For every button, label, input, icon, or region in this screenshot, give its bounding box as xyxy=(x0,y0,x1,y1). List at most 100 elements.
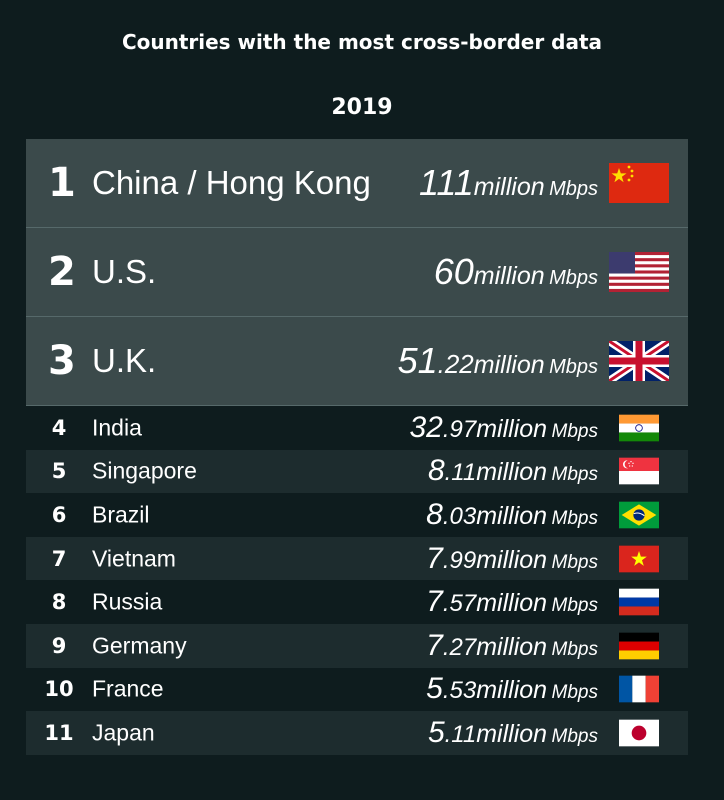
value-integer: 32 xyxy=(409,410,443,444)
japan-flag-icon xyxy=(619,719,659,747)
value-label: 7.99million Mbps xyxy=(426,542,598,576)
country-label: Brazil xyxy=(92,501,150,528)
china-flag-icon xyxy=(609,163,669,203)
rank-label: 4 xyxy=(51,415,67,440)
unit-label: million xyxy=(476,719,548,748)
table-row: 5 Singapore 8.11million Mbps xyxy=(26,449,688,494)
country-label: Russia xyxy=(92,588,163,615)
country-label: Singapore xyxy=(92,457,197,484)
value-number: 7.99 xyxy=(426,542,476,575)
rank-label: 6 xyxy=(51,502,67,527)
value-number: 111 xyxy=(419,162,474,203)
value-integer: 111 xyxy=(419,162,474,203)
value-decimal: .97 xyxy=(442,415,477,443)
chart-subtitle: 2019 xyxy=(331,95,393,120)
value-decimal: .11 xyxy=(444,720,477,748)
unit-mbps-label: Mbps xyxy=(549,267,598,289)
table-row: 6 Brazil 8.03million Mbps xyxy=(26,493,688,537)
france-flag-icon xyxy=(619,676,659,703)
value-label: 51.22million Mbps xyxy=(398,340,598,382)
value-number: 5.53 xyxy=(426,672,476,705)
unit-label: million xyxy=(476,632,548,661)
unit-mbps-label: Mbps xyxy=(551,464,598,486)
unit-mbps-label: Mbps xyxy=(551,682,598,704)
chart-title: Countries with the most cross-border dat… xyxy=(121,30,603,54)
table-row: 1 China / Hong Kong 111million Mbps xyxy=(26,139,688,228)
value-integer: 60 xyxy=(433,251,474,292)
value-integer: 7 xyxy=(426,628,443,662)
value-label: 60million Mbps xyxy=(434,251,598,293)
rank-label: 2 xyxy=(48,249,76,295)
value-integer: 8 xyxy=(427,454,445,488)
ranking-table: 1 China / Hong Kong 111million Mbps 2 U.S. 60… xyxy=(26,139,688,755)
value-decimal: .03 xyxy=(442,502,477,530)
vietnam-flag-icon xyxy=(619,545,659,572)
value-integer: 8 xyxy=(426,497,443,531)
unit-label: million xyxy=(476,545,548,574)
unit-label: million xyxy=(473,351,545,379)
table-row: 8 Russia 7.57million Mbps xyxy=(26,580,688,624)
table-row: 4 India 32.97million Mbps xyxy=(26,406,688,450)
value-integer: 7 xyxy=(426,585,443,619)
value-integer: 7 xyxy=(426,541,443,575)
value-label: 8.11million Mbps xyxy=(428,454,598,488)
country-label: Germany xyxy=(92,632,187,659)
rank-label: 11 xyxy=(44,720,74,745)
unit-label: million xyxy=(476,414,548,443)
table-row: 9 Germany 7.27million Mbps xyxy=(26,623,688,668)
unit-label: million xyxy=(476,676,548,705)
rank-label: 9 xyxy=(51,633,67,658)
value-label: 5.53million Mbps xyxy=(426,672,598,706)
value-number: 7.57 xyxy=(426,585,476,618)
table-row: 7 Vietnam 7.99million Mbps xyxy=(26,536,688,581)
germany-flag-icon xyxy=(619,632,659,660)
unit-mbps-label: Mbps xyxy=(551,725,598,747)
table-row: 3 U.K. 51.22million Mbps xyxy=(26,317,688,406)
uk-flag-icon xyxy=(609,341,669,381)
value-number: 60 xyxy=(434,251,474,292)
value-label: 7.57million Mbps xyxy=(426,585,598,619)
unit-mbps-label: Mbps xyxy=(549,356,598,378)
rank-label: 5 xyxy=(51,459,67,484)
unit-label: million xyxy=(476,458,548,487)
value-decimal: .57 xyxy=(442,590,477,618)
unit-mbps-label: Mbps xyxy=(551,551,598,573)
country-label: U.K. xyxy=(92,342,157,379)
unit-label: million xyxy=(473,262,545,290)
table-row: 11 Japan 5.11million Mbps xyxy=(26,711,688,755)
value-label: 111million Mbps xyxy=(419,162,598,204)
value-number: 8.11 xyxy=(428,454,476,487)
country-label: China / Hong Kong xyxy=(92,164,371,201)
rank-label: 3 xyxy=(48,338,76,384)
value-number: 32.97 xyxy=(409,411,476,444)
value-label: 7.27million Mbps xyxy=(426,629,598,663)
singapore-flag-icon xyxy=(619,458,659,485)
table-row: 10 France 5.53million Mbps xyxy=(26,668,688,712)
us-flag-icon xyxy=(609,252,669,292)
value-decimal: .99 xyxy=(442,546,477,574)
country-label: Japan xyxy=(92,719,155,746)
rank-label: 1 xyxy=(48,160,76,206)
unit-label: million xyxy=(473,173,545,201)
country-label: U.S. xyxy=(92,253,157,290)
value-integer: 51 xyxy=(397,340,438,381)
rank-label: 7 xyxy=(51,546,67,571)
value-decimal: .11 xyxy=(444,459,477,487)
value-number: 8.03 xyxy=(426,498,476,531)
value-decimal: .22 xyxy=(437,349,474,379)
value-number: 51.22 xyxy=(398,340,474,381)
unit-mbps-label: Mbps xyxy=(551,507,598,529)
value-number: 7.27 xyxy=(426,629,476,662)
unit-mbps-label: Mbps xyxy=(551,420,598,442)
country-label: India xyxy=(92,414,142,441)
value-label: 8.03million Mbps xyxy=(426,498,598,532)
country-label: France xyxy=(92,675,164,702)
value-decimal: .27 xyxy=(442,633,477,661)
russia-flag-icon xyxy=(619,588,659,616)
unit-mbps-label: Mbps xyxy=(551,638,598,660)
value-integer: 5 xyxy=(426,672,443,706)
value-label: 5.11million Mbps xyxy=(428,716,598,750)
unit-mbps-label: Mbps xyxy=(551,595,598,617)
brazil-flag-icon xyxy=(619,501,659,529)
value-label: 32.97million Mbps xyxy=(409,411,598,445)
